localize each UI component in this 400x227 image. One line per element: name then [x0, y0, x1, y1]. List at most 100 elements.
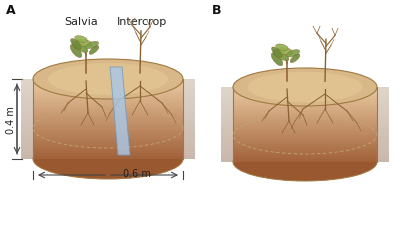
Polygon shape [33, 151, 183, 153]
Polygon shape [33, 86, 183, 88]
Text: 0.4 m: 0.4 m [6, 106, 16, 133]
Polygon shape [183, 92, 195, 96]
Ellipse shape [33, 139, 183, 179]
Polygon shape [221, 114, 233, 118]
Polygon shape [377, 140, 389, 144]
Polygon shape [21, 135, 33, 139]
Polygon shape [377, 91, 389, 95]
Polygon shape [33, 113, 183, 115]
Polygon shape [377, 144, 389, 147]
Polygon shape [377, 106, 389, 110]
Polygon shape [233, 96, 377, 98]
Polygon shape [33, 155, 183, 156]
Polygon shape [33, 94, 183, 96]
Polygon shape [33, 116, 183, 118]
Ellipse shape [85, 42, 99, 49]
Polygon shape [21, 127, 33, 131]
Polygon shape [233, 158, 377, 159]
Ellipse shape [75, 37, 87, 43]
Polygon shape [33, 148, 183, 150]
Polygon shape [233, 141, 377, 143]
Ellipse shape [272, 48, 282, 58]
Polygon shape [183, 104, 195, 108]
Polygon shape [183, 111, 195, 116]
Polygon shape [377, 121, 389, 125]
Polygon shape [33, 129, 183, 131]
Ellipse shape [276, 45, 288, 52]
Polygon shape [33, 119, 183, 121]
Polygon shape [21, 123, 33, 127]
Polygon shape [33, 124, 183, 126]
Polygon shape [377, 151, 389, 155]
Text: 0.6 m: 0.6 m [123, 168, 151, 178]
Polygon shape [33, 145, 183, 147]
Polygon shape [377, 118, 389, 121]
Polygon shape [33, 118, 183, 119]
Polygon shape [183, 127, 195, 131]
Ellipse shape [273, 51, 289, 62]
Polygon shape [233, 94, 377, 95]
Polygon shape [21, 104, 33, 108]
Ellipse shape [290, 55, 300, 63]
Polygon shape [33, 121, 183, 123]
Polygon shape [183, 155, 195, 159]
Polygon shape [21, 139, 33, 143]
Polygon shape [377, 125, 389, 129]
Polygon shape [21, 84, 33, 88]
Polygon shape [21, 143, 33, 147]
Polygon shape [233, 111, 377, 113]
Polygon shape [233, 155, 377, 156]
Polygon shape [33, 143, 183, 145]
Polygon shape [377, 158, 389, 162]
Polygon shape [377, 103, 389, 106]
Polygon shape [183, 108, 195, 111]
Polygon shape [33, 134, 183, 135]
Polygon shape [221, 106, 233, 110]
Polygon shape [233, 110, 377, 111]
Polygon shape [33, 102, 183, 104]
Ellipse shape [247, 72, 363, 103]
Polygon shape [183, 80, 195, 84]
Polygon shape [377, 132, 389, 136]
Polygon shape [21, 92, 33, 96]
Polygon shape [377, 95, 389, 99]
Polygon shape [221, 158, 233, 162]
Polygon shape [233, 144, 377, 146]
Polygon shape [33, 89, 183, 91]
Polygon shape [233, 109, 377, 110]
Polygon shape [233, 103, 377, 104]
Polygon shape [33, 132, 183, 134]
Text: B: B [212, 4, 222, 17]
Polygon shape [33, 84, 183, 86]
Polygon shape [221, 99, 233, 103]
Polygon shape [21, 111, 33, 116]
Polygon shape [233, 161, 377, 162]
Polygon shape [233, 114, 377, 116]
Polygon shape [183, 123, 195, 127]
Polygon shape [183, 139, 195, 143]
Polygon shape [233, 153, 377, 155]
Polygon shape [233, 149, 377, 150]
Polygon shape [233, 92, 377, 94]
Polygon shape [233, 140, 377, 141]
Text: Salvia: Salvia [64, 17, 98, 27]
Polygon shape [21, 155, 33, 159]
Polygon shape [233, 118, 377, 119]
Polygon shape [183, 116, 195, 119]
Ellipse shape [233, 69, 377, 106]
Polygon shape [233, 122, 377, 123]
Ellipse shape [286, 50, 300, 58]
Polygon shape [21, 88, 33, 92]
Polygon shape [377, 114, 389, 118]
Polygon shape [233, 123, 377, 125]
Polygon shape [221, 147, 233, 151]
Polygon shape [183, 119, 195, 123]
Polygon shape [183, 84, 195, 88]
Polygon shape [21, 116, 33, 119]
Polygon shape [183, 96, 195, 100]
Polygon shape [33, 92, 183, 94]
Polygon shape [221, 118, 233, 121]
Polygon shape [33, 139, 183, 140]
Polygon shape [21, 108, 33, 111]
Polygon shape [221, 129, 233, 132]
